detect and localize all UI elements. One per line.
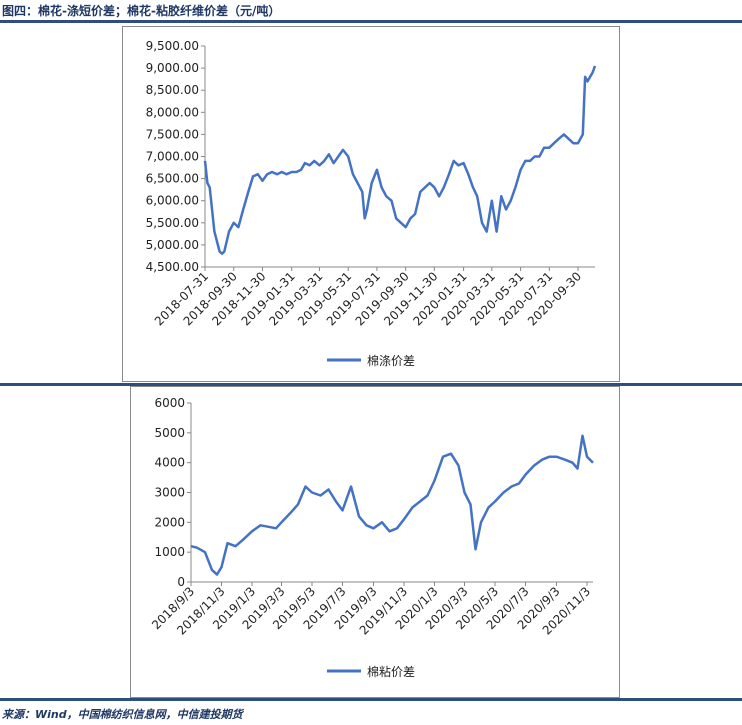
y-tick-label: 1000 bbox=[154, 545, 185, 559]
y-tick-label: 8,500.00 bbox=[146, 83, 199, 97]
series-line bbox=[203, 65, 597, 255]
series-line bbox=[190, 434, 594, 576]
middle-rule bbox=[0, 383, 742, 386]
legend-label: 棉粘价差 bbox=[367, 664, 415, 679]
y-tick-label: 6,000.00 bbox=[146, 194, 199, 208]
y-tick-label: 3000 bbox=[154, 486, 185, 500]
legend-label: 棉涤价差 bbox=[367, 354, 415, 368]
y-tick-label: 6000 bbox=[154, 396, 185, 410]
top-rule bbox=[0, 20, 742, 23]
chart-frame-2: 6000 5000 4000 3000 2000 1000 0 2018/9/3 2018/11… bbox=[130, 386, 620, 698]
y-tick-label: 4,500.00 bbox=[146, 260, 199, 274]
y-tick-label: 6,500.00 bbox=[146, 172, 199, 186]
y-tick-label: 7,500.00 bbox=[146, 127, 199, 141]
y-tick-label: 0 bbox=[177, 575, 185, 589]
chart-2-svg: 60005000400030002000100002018/9/32018/11… bbox=[149, 396, 594, 679]
y-tick-label: 4000 bbox=[154, 456, 185, 470]
y-tick-label: 8,000.00 bbox=[146, 105, 199, 119]
bottom-rule bbox=[0, 698, 742, 701]
figure-title: 图四：棉花-涤短价差；棉花-粘胶纤维价差（元/吨） bbox=[2, 4, 281, 18]
y-tick-label: 5,500.00 bbox=[146, 216, 199, 230]
y-tick-label: 5,000.00 bbox=[146, 238, 199, 252]
y-tick-label: 5000 bbox=[154, 426, 185, 440]
y-tick-label: 9,000.00 bbox=[146, 61, 199, 75]
chart-1-svg: 9,500.00 9,000.00 8,500.00 8,000.00 7,500.00… bbox=[146, 39, 597, 368]
chart-frame-1: 9,500.00 9,000.00 8,500.00 8,000.00 7,500.00… bbox=[122, 26, 620, 382]
y-tick-label: 2000 bbox=[154, 515, 185, 529]
source-note: 来源：Wind，中国棉纺织信息网，中信建投期货 bbox=[2, 708, 243, 721]
y-tick-label: 9,500.00 bbox=[146, 39, 199, 53]
y-tick-label: 7,000.00 bbox=[146, 150, 199, 164]
